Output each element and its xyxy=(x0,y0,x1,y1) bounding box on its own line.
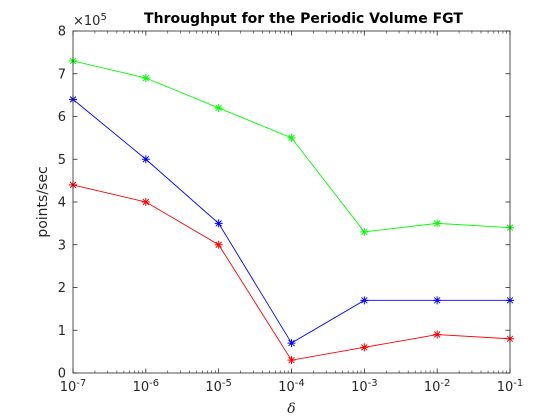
data-point xyxy=(287,356,296,365)
data-point xyxy=(433,296,442,305)
ticks-layer: 10-7 10-6 10-5 10-4 10-3 10-2 10-1 0 1 2 3 4 5 6 7 8 xyxy=(58,25,524,396)
data-point xyxy=(360,227,369,236)
y-tick-label: 7 xyxy=(58,67,66,82)
x-axis-label: δ xyxy=(287,401,295,417)
data-point xyxy=(287,133,296,142)
data-point xyxy=(287,339,296,348)
y-tick-label: 4 xyxy=(58,196,66,211)
y-axis-label: points/sec xyxy=(35,166,51,237)
y-tick-label: 0 xyxy=(58,367,66,382)
x-tick-label: 10-3 xyxy=(351,378,378,396)
data-point xyxy=(214,240,223,249)
y-axis-multiplier: ×105 xyxy=(73,12,107,30)
data-point xyxy=(360,343,369,352)
data-point xyxy=(141,155,150,164)
data-point xyxy=(433,219,442,228)
y-tick-label: 1 xyxy=(58,324,66,339)
x-tick-label: 10-7 xyxy=(60,378,87,396)
y-tick-label: 2 xyxy=(58,281,66,296)
data-point xyxy=(214,219,223,228)
y-tick-label: 8 xyxy=(58,25,66,40)
y-tick-label: 6 xyxy=(58,110,66,125)
y-tick-label: 3 xyxy=(58,238,66,253)
x-tick-label: 10-6 xyxy=(133,378,160,396)
data-point xyxy=(360,296,369,305)
x-tick-label: 10-4 xyxy=(278,378,305,396)
x-tick-label: 10-2 xyxy=(424,378,451,396)
x-tick-label: 10-1 xyxy=(497,378,524,396)
y-tick-label: 5 xyxy=(58,153,66,168)
data-point xyxy=(433,330,442,339)
data-point xyxy=(141,198,150,206)
data-point xyxy=(214,103,223,112)
data-point xyxy=(141,74,150,83)
chart-title: Throughput for the Periodic Volume FGT xyxy=(144,11,463,27)
plot-area xyxy=(73,31,510,373)
x-tick-label: 10-5 xyxy=(205,378,232,396)
